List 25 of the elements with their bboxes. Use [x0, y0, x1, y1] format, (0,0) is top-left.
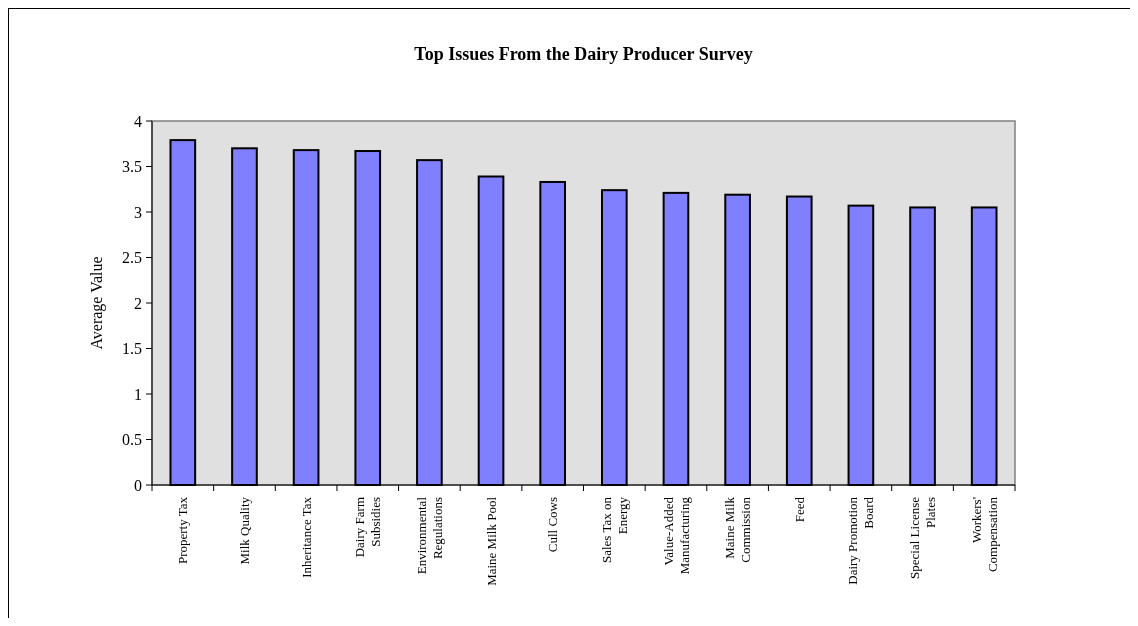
x-tick-label: Workers' Compensation	[968, 496, 1000, 573]
x-tick-label: Sales Tax on Energy	[598, 496, 630, 564]
x-tick-label: Inheritance Tax	[298, 496, 314, 578]
y-tick-label: 3.5	[122, 158, 142, 176]
x-tick-label: Value-Added Manufacturing	[660, 496, 692, 575]
chart-title: Top Issues From the Dairy Producer Survey	[414, 44, 753, 64]
y-axis-title: Average Value	[88, 256, 106, 350]
x-tick-label: Property Tax	[175, 496, 191, 565]
x-tick-label: Feed	[791, 496, 807, 523]
x-tick-label: Environmental Regulations	[413, 496, 445, 575]
x-tick-label: Special License Plates	[907, 496, 939, 579]
y-tick-label: 1.5	[122, 340, 142, 358]
x-tick-label: Dairy Promotion Board	[845, 496, 877, 585]
x-tick-label: Dairy Farm Subsidies	[352, 497, 384, 558]
x-tick-label: Cull Cows	[545, 497, 561, 553]
y-tick-label: 2	[134, 294, 142, 312]
x-tick-label: Maine Milk Commission	[722, 496, 754, 563]
y-tick-label: 2.5	[122, 249, 142, 267]
x-tick-label: Milk Quality	[237, 496, 253, 565]
y-tick-label: 0	[134, 476, 142, 494]
y-tick-label: 1	[134, 385, 142, 403]
x-tick-label: Maine Milk Pool	[483, 496, 499, 586]
y-tick-label: 3	[134, 203, 142, 221]
y-tick-label: 4	[134, 112, 142, 130]
y-tick-label: 0.5	[122, 431, 142, 449]
